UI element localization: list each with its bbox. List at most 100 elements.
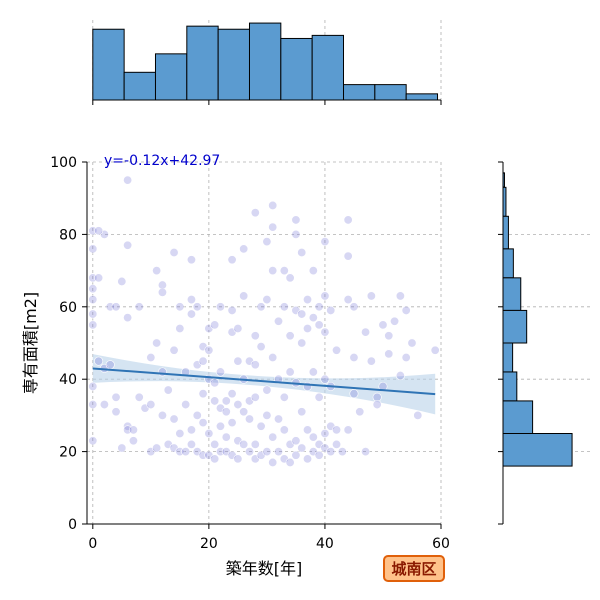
data-point (140, 403, 150, 413)
data-point (303, 295, 313, 305)
data-point (297, 248, 307, 258)
data-point (279, 266, 289, 276)
data-point (349, 389, 359, 399)
data-point (274, 316, 284, 326)
data-point (291, 450, 301, 460)
data-point (303, 454, 313, 464)
data-point (320, 428, 330, 438)
data-point (285, 331, 295, 341)
data-point (355, 407, 365, 417)
data-point (308, 432, 318, 442)
top-hist-bar (248, 22, 282, 101)
data-point (337, 447, 347, 457)
data-point (343, 251, 353, 261)
top-hist-bar (186, 25, 219, 101)
data-point (320, 291, 330, 301)
data-point (94, 226, 104, 236)
data-point (314, 320, 324, 330)
data-point (186, 425, 196, 435)
data-point (279, 454, 289, 464)
data-point (262, 447, 272, 457)
data-point (250, 360, 260, 370)
data-point (198, 342, 208, 352)
data-point (314, 450, 324, 460)
data-point (285, 457, 295, 467)
data-point (332, 345, 342, 355)
data-point (320, 237, 330, 247)
data-point (227, 418, 237, 428)
data-point (297, 443, 307, 453)
data-point (256, 450, 266, 460)
data-point (198, 389, 208, 399)
data-point (268, 222, 278, 232)
data-point (88, 381, 98, 391)
data-point (204, 345, 214, 355)
data-point (279, 425, 289, 435)
top-hist-bar (154, 53, 188, 101)
data-point (279, 302, 289, 312)
data-point (88, 284, 98, 294)
data-point (134, 302, 144, 312)
data-point (349, 352, 359, 362)
data-point (215, 302, 225, 312)
data-point (192, 360, 202, 370)
data-point (233, 400, 243, 410)
data-point (88, 295, 98, 305)
data-point (239, 244, 249, 254)
data-point (157, 287, 167, 297)
data-point (308, 367, 318, 377)
data-point (262, 295, 272, 305)
data-point (291, 215, 301, 225)
data-point (233, 324, 243, 334)
data-point (244, 356, 254, 366)
data-point (163, 439, 173, 449)
data-point (297, 338, 307, 348)
data-point (186, 309, 196, 319)
data-point (105, 360, 115, 370)
data-point (227, 327, 237, 337)
data-point (210, 439, 220, 449)
data-point (233, 436, 243, 446)
data-point (314, 302, 324, 312)
data-point (413, 410, 423, 420)
data-point (169, 414, 179, 424)
data-point (303, 425, 313, 435)
data-point (332, 439, 342, 449)
data-point (123, 175, 133, 185)
top-hist-bar (123, 71, 156, 101)
data-point (372, 400, 382, 410)
data-point (285, 273, 295, 283)
data-point (146, 447, 156, 457)
data-point (134, 392, 144, 402)
data-point (227, 255, 237, 265)
data-point (210, 454, 220, 464)
data-point (244, 447, 254, 457)
data-point (343, 425, 353, 435)
data-point (285, 367, 295, 377)
data-point (326, 305, 336, 315)
data-point (314, 392, 324, 402)
data-point (111, 407, 121, 417)
data-point (210, 396, 220, 406)
data-point (157, 410, 167, 420)
data-point (227, 389, 237, 399)
top-histogram (92, 20, 442, 105)
data-point (262, 385, 272, 395)
data-point (221, 447, 231, 457)
data-point (268, 266, 278, 276)
data-point (401, 352, 411, 362)
y-tick-label: 100 (50, 155, 77, 171)
y-tick-label: 80 (59, 227, 77, 243)
data-point (152, 266, 162, 276)
data-point (88, 320, 98, 330)
right-hist-bar (502, 371, 518, 402)
data-point (274, 414, 284, 424)
regression-equation: y=-0.12x+42.97 (104, 153, 220, 169)
data-point (291, 436, 301, 446)
data-point (384, 331, 394, 341)
y-tick-label: 20 (59, 445, 77, 461)
data-point (221, 396, 231, 406)
y-tick-label: 0 (68, 517, 77, 533)
data-point (314, 439, 324, 449)
data-point (175, 324, 185, 334)
